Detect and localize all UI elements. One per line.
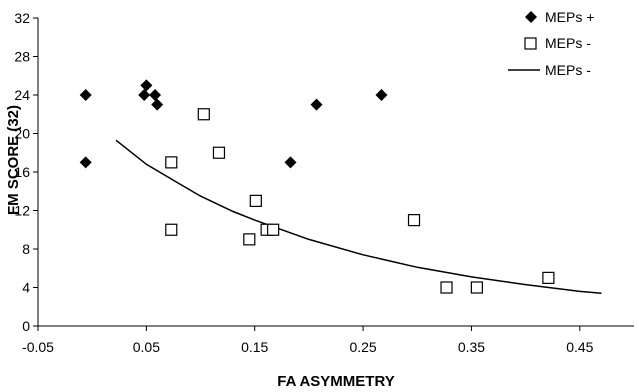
data-point-diamond (138, 89, 151, 101)
data-point-diamond (140, 79, 153, 92)
legend-item-meps-minus-line: MEPs - (508, 62, 591, 78)
y-tick-label: 28 (14, 49, 30, 65)
y-axis-title: FM SCORE (32) (5, 105, 22, 215)
data-point-square (165, 156, 178, 169)
legend-label-meps-plus: MEPs + (545, 9, 594, 25)
data-point-square (212, 146, 226, 159)
data-point-square (407, 214, 421, 227)
y-tick-label: 24 (14, 87, 30, 103)
data-point-diamond (284, 156, 297, 169)
legend-item-meps-plus: MEPs + (525, 9, 594, 25)
data-point-square (243, 233, 256, 246)
data-point-square (440, 281, 453, 294)
data-point-square (197, 108, 210, 121)
data-points-layer (79, 79, 555, 294)
y-tick-label: 0 (22, 318, 30, 334)
y-tick-label: 20 (14, 126, 30, 142)
y-tick-label: 8 (22, 241, 30, 257)
y-tick-label: 4 (22, 280, 30, 296)
x-tick-label: 0.15 (241, 339, 268, 355)
legend: MEPs + MEPs - MEPs - (508, 9, 594, 78)
data-point-diamond (79, 156, 92, 169)
x-tick-label: 0.05 (133, 339, 160, 355)
data-point-diamond (151, 98, 164, 111)
legend-label-meps-minus-trend: MEPs - (545, 62, 591, 78)
x-tick-label: 0.35 (458, 339, 485, 355)
data-point-diamond (149, 89, 162, 101)
legend-diamond-marker (525, 11, 537, 23)
data-point-diamond (79, 89, 92, 101)
y-tick-label: 32 (14, 10, 30, 26)
data-point-square (542, 271, 555, 284)
trend-curve-layer (115, 139, 602, 295)
y-tick-label: 12 (14, 203, 30, 219)
legend-item-meps-minus-markers: MEPs - (524, 35, 591, 51)
y-tick-label: 16 (14, 164, 30, 180)
tick-group: 0 4 8 12 16 20 24 28 32 -0.05 0.05 0.15 0.25 0.35 0.45 (14, 10, 593, 355)
data-point-square (267, 223, 280, 236)
x-tick-label: 0.45 (566, 339, 593, 355)
data-point-square (249, 194, 262, 207)
legend-label-meps-minus: MEPs - (545, 35, 591, 51)
trend-curve (115, 139, 602, 295)
data-point-square (165, 223, 178, 236)
data-point-square (470, 281, 483, 294)
x-tick-label: 0.25 (349, 339, 376, 355)
legend-square-marker (524, 37, 537, 50)
x-tick-label: -0.05 (22, 339, 54, 355)
data-point-diamond (375, 89, 388, 101)
data-point-diamond (310, 98, 323, 111)
x-axis-title: FA ASYMMETRY (277, 373, 395, 390)
